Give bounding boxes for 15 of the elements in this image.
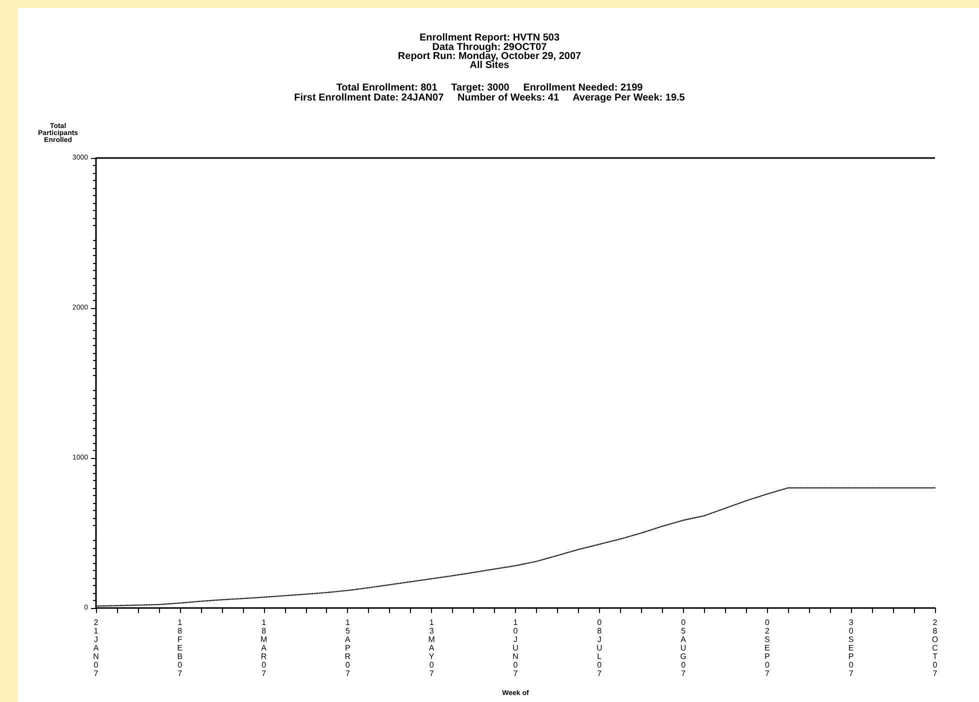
- x-tick-label: 30SEP07: [848, 618, 854, 678]
- x-tick-label: 08JUL07: [596, 618, 603, 678]
- x-tick-label: 15APR07: [344, 618, 352, 678]
- text: Total Enrollment: 801 Target: 3000 Enrollment Needed: 2199: [336, 82, 644, 94]
- text: First Enrollment Date: 24JAN07 Number of Weeks: 41 Average Per Week: 19.5: [294, 92, 686, 104]
- x-tick-label: 18MAR07: [260, 618, 268, 678]
- x-tick-label: 13MAY07: [428, 618, 436, 678]
- x-tick-label: 05AUG07: [680, 618, 687, 678]
- chart-subtitle: Data Through: 29OCT07 Report Run: Monday, October 29, 2007 All Sites: [398, 42, 582, 71]
- chart-title: Enrollment Report: HVTN 503: [419, 32, 560, 44]
- x-tick-label: 02SEP07: [764, 618, 770, 678]
- x-tick-label: 21JAN07: [93, 618, 100, 678]
- x-tick-label: 28OCT07: [932, 618, 938, 678]
- x-tick-label: 18FEB07: [177, 618, 183, 678]
- x-tick-label: 10JUN07: [512, 618, 519, 678]
